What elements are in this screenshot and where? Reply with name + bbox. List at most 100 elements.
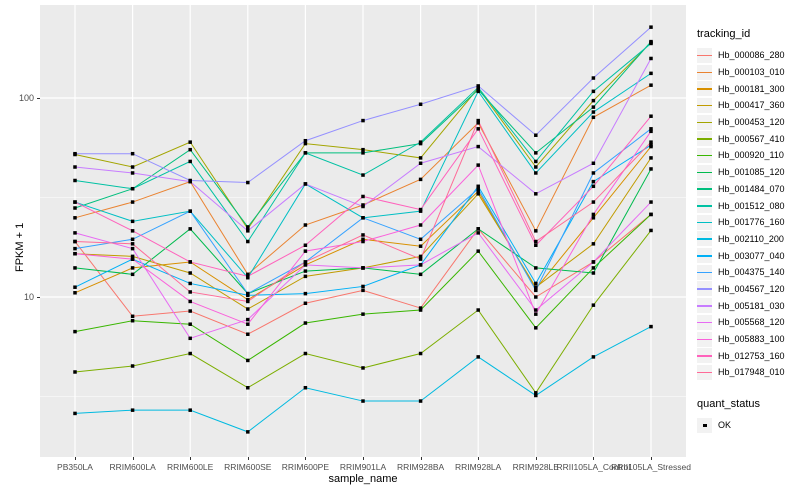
data-point — [303, 151, 308, 155]
data-point — [188, 299, 192, 304]
x-tick-mark — [247, 457, 249, 460]
legend-item-Hb_000086_280: Hb_000086_280 — [697, 47, 797, 64]
data-point — [418, 351, 423, 356]
data-point — [130, 257, 135, 261]
data-point — [649, 200, 653, 204]
data-point — [303, 249, 308, 253]
data-point — [303, 223, 308, 227]
data-point — [188, 290, 192, 294]
data-point — [649, 25, 653, 29]
legend-item-Hb_005883_100: Hb_005883_100 — [697, 331, 797, 348]
data-point — [130, 318, 135, 323]
y-tick-mark — [37, 98, 40, 99]
data-point — [476, 308, 480, 312]
x-tick-mark — [478, 457, 480, 460]
legend-item-Hb_000567_410: Hb_000567_410 — [697, 130, 797, 147]
data-point — [534, 393, 538, 398]
data-point — [534, 312, 538, 316]
data-point — [246, 332, 250, 336]
legend-title-tracking-id: tracking_id — [697, 28, 751, 40]
data-point — [130, 364, 135, 368]
data-point — [246, 180, 250, 185]
x-tick-label-RRII105LA_Control: RRII105LA_Control — [556, 462, 631, 472]
data-point — [534, 391, 538, 395]
x-axis-title: sample_name — [328, 473, 398, 485]
data-point — [361, 151, 365, 155]
data-point — [418, 223, 423, 227]
data-point — [73, 291, 77, 295]
data-point — [73, 246, 77, 251]
data-point — [303, 260, 308, 264]
data-point — [591, 98, 596, 103]
data-point — [130, 237, 135, 242]
x-tick-label-RRIM600LA: RRIM600LA — [109, 462, 156, 472]
line-key-icon — [697, 364, 712, 380]
data-point — [418, 207, 423, 212]
data-point — [130, 266, 135, 270]
data-point — [188, 271, 192, 275]
legend-items: Hb_000086_280 Hb_000103_010 Hb_000181_300 H… — [697, 47, 797, 381]
data-point — [188, 336, 192, 341]
data-point — [73, 200, 77, 204]
data-point — [303, 141, 308, 146]
x-tick-label-RRIM928LA: RRIM928LA — [455, 462, 502, 472]
data-point — [534, 281, 538, 286]
data-point — [476, 249, 480, 253]
data-point — [303, 385, 308, 390]
data-point — [534, 295, 538, 299]
data-point — [534, 239, 538, 244]
data-point — [130, 254, 135, 259]
line-key-icon — [697, 231, 712, 247]
legend-item-label: Hb_000086_280 — [718, 50, 785, 61]
data-point — [73, 178, 77, 183]
data-point — [130, 165, 135, 169]
data-point — [130, 229, 135, 233]
x-tick-label-RRIM928BA: RRIM928BA — [396, 462, 445, 472]
data-point — [418, 272, 423, 277]
data-point — [361, 284, 365, 289]
line-key-icon — [697, 198, 712, 214]
legend-title-quant-status: quant_status — [697, 398, 760, 410]
data-point — [361, 216, 365, 220]
x-tick-mark — [75, 457, 76, 460]
legend-item-label: Hb_000920_110 — [718, 150, 784, 161]
x-tick-mark — [651, 457, 652, 460]
data-point — [130, 242, 135, 246]
data-point — [73, 329, 77, 334]
data-point — [303, 301, 308, 306]
data-point — [361, 399, 365, 403]
x-tick-label-RRIM901LA: RRIM901LA — [339, 462, 387, 472]
data-point — [534, 326, 538, 330]
data-point — [246, 430, 250, 434]
data-point — [73, 216, 77, 220]
data-point — [591, 242, 596, 246]
line-key-icon — [697, 64, 712, 80]
data-point — [591, 212, 596, 217]
data-point — [476, 127, 480, 131]
data-point — [534, 243, 538, 247]
data-point — [418, 254, 423, 259]
legend-item-label: Hb_001484_070 — [718, 183, 785, 194]
legend-item-label: OK — [718, 420, 732, 431]
line-key-icon — [697, 114, 712, 130]
data-point — [418, 263, 423, 267]
data-point — [534, 165, 538, 169]
x-tick-label-PB350LA: PB350LA — [57, 462, 93, 472]
legend-item-label: Hb_000417_360 — [718, 100, 785, 111]
data-point — [476, 163, 480, 167]
data-point — [130, 151, 135, 156]
data-point — [649, 156, 653, 160]
x-tick-label-RRIM928LE: RRIM928LE — [512, 462, 559, 472]
data-point — [188, 351, 192, 356]
data-point — [418, 237, 423, 242]
x-tick-label-RRIM600SE: RRIM600SE — [224, 462, 272, 472]
data-point — [246, 225, 250, 229]
legend-item-Hb_004567_120: Hb_004567_120 — [697, 281, 797, 298]
data-point — [591, 216, 596, 220]
data-point — [246, 358, 250, 363]
data-point — [591, 200, 596, 204]
x-tick-label-RRII105LA_Stressed: RRII105LA_Stressed — [611, 462, 691, 472]
data-point — [303, 263, 308, 267]
data-point — [534, 192, 538, 196]
line-key-icon — [697, 131, 712, 147]
